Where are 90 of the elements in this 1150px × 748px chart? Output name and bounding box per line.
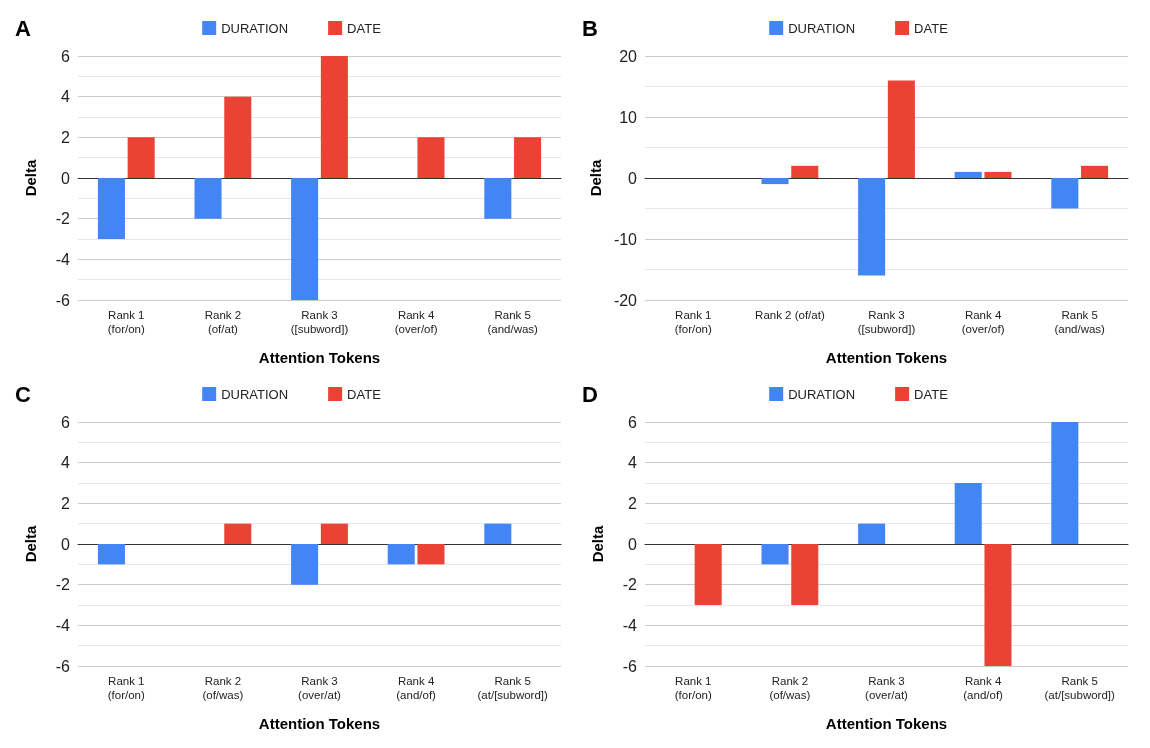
y-tick-label: -2 [55,576,71,594]
y-tick-label: -2 [622,576,638,594]
y-axis-title: Delta [22,525,39,563]
legend-label: DATE [914,386,949,402]
bar [791,165,819,178]
y-axis-title: Delta [589,525,606,563]
bar [791,544,819,605]
x-tick-label: Rank 5 (at/[subword]) [477,675,549,701]
bar [484,178,512,219]
x-axis-title: Attention Tokens [825,715,948,732]
legend-label: DURATION [788,386,856,402]
y-tick-label: 4 [628,454,638,472]
bar [954,171,982,178]
y-tick-label: 4 [61,454,71,472]
bar [417,137,445,178]
x-tick-label: Rank 1 (for/on) [674,309,712,335]
bar [97,178,125,239]
y-axis-title: Delta [22,159,39,197]
y-tick-label: 2 [61,494,71,512]
x-tick-label: Rank 5 (at/[subword]) [1044,675,1116,701]
x-tick-label: Rank 5 (and/was) [487,309,539,335]
x-tick-label: Rank 2 (of/at) [755,309,825,321]
chart-title: D [582,381,598,407]
chart-title: B [582,15,598,41]
y-tick-label: -4 [55,616,71,634]
x-axis-title: Attention Tokens [258,349,381,366]
y-tick-label: 0 [628,169,638,187]
x-tick-label: Rank 1 (for/on) [107,309,145,335]
bar [858,523,886,544]
y-axis-title: Delta [586,159,604,197]
legend-label: DURATION [788,20,856,36]
y-tick-label: 6 [628,413,638,431]
bar [1051,178,1079,209]
bar [194,178,222,219]
bar [694,544,722,605]
x-tick-label: Rank 4 (and/of) [963,675,1004,701]
legend-label: DATE [347,20,382,36]
chart-title: A [15,15,31,41]
y-tick-label: 20 [619,47,638,65]
x-tick-label: Rank 2 (of/at) [204,309,242,335]
bar [858,178,886,276]
bar [887,80,915,178]
x-tick-label: Rank 4 (and/of) [396,675,437,701]
y-tick-label: 6 [61,413,71,431]
y-tick-label: 0 [628,535,638,553]
x-tick-label: Rank 1 (for/on) [107,675,145,701]
bar [1051,422,1079,544]
x-tick-label: Rank 2 (of/was) [769,675,811,701]
y-tick-label: 0 [61,169,71,187]
x-tick-label: Rank 2 (of/was) [202,675,244,701]
x-tick-label: Rank 1 (for/on) [674,675,712,701]
y-tick-label: -20 [613,291,638,309]
x-tick-label: Rank 3 ([subword]) [857,309,916,335]
y-tick-label: -10 [613,230,638,248]
bar [514,137,542,178]
bar [954,483,982,544]
y-tick-label: 2 [628,494,638,512]
y-tick-label: -4 [622,616,638,634]
legend-label: DATE [347,386,382,402]
x-tick-label: Rank 3 (over/at) [865,675,909,701]
bar [984,544,1012,666]
y-tick-label: 4 [61,88,71,106]
y-tick-label: -6 [55,657,71,675]
x-axis-title: Attention Tokens [825,349,948,366]
bar [291,178,319,300]
legend-label: DURATION [221,386,289,402]
x-axis-title: Attention Tokens [258,715,381,732]
y-tick-label: -4 [55,250,71,268]
y-tick-label: 0 [61,535,71,553]
x-tick-label: Rank 3 (over/at) [298,675,342,701]
bar [1081,165,1109,178]
x-tick-label: Rank 5 (and/was) [1054,309,1106,335]
chart-title: C [15,381,31,407]
bar [224,96,252,178]
legend-label: DATE [914,20,949,36]
y-tick-label: -6 [622,657,638,675]
legend-label: DURATION [221,20,289,36]
bar [761,178,789,185]
y-tick-label: -2 [55,210,71,228]
bar [984,171,1012,178]
y-tick-label: 6 [61,47,71,65]
y-tick-label: -6 [55,291,71,309]
x-tick-label: Rank 4 (over/of) [394,309,438,335]
bar [320,56,348,178]
bar [127,137,155,178]
y-tick-label: 2 [61,128,71,146]
bar [761,544,789,565]
x-tick-label: Rank 3 ([subword]) [290,309,349,335]
x-tick-label: Rank 4 (over/of) [961,309,1005,335]
y-tick-label: 10 [619,108,638,126]
